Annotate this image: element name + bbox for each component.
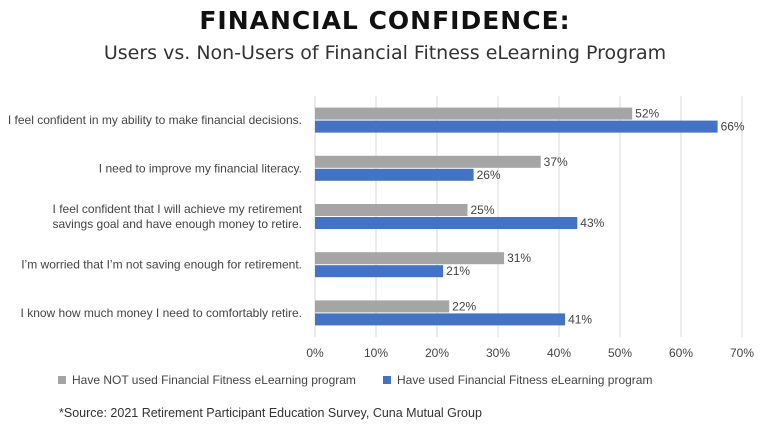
data-label: 41% [568,312,592,326]
data-label: 37% [544,155,568,169]
x-tick-label: 20% [425,346,449,360]
data-label: 22% [452,299,476,313]
category-label: I feel confident that I will achieve my … [53,202,303,216]
legend-item-not-used: Have NOT used Financial Fitness eLearnin… [58,373,356,387]
bar-not-used [315,107,633,120]
data-label: 52% [635,107,659,121]
x-tick-label: 10% [364,346,388,360]
data-label: 31% [507,251,531,265]
data-label: 43% [580,216,604,230]
bar-used [315,265,444,278]
x-tick-label: 30% [486,346,510,360]
source-note: *Source: 2021 Retirement Participant Edu… [59,406,482,420]
data-label: 66% [721,120,745,134]
bar-used [315,168,474,181]
x-tick-label: 70% [730,346,754,360]
bar-used [315,217,578,229]
chart-title: FINANCIAL CONFIDENCE: [199,6,571,35]
legend-label-used: Have used Financial Fitness eLearning pr… [397,373,653,387]
legend-item-used: Have used Financial Fitness eLearning pr… [383,373,652,387]
x-tick-label: 50% [608,346,632,360]
chart-subtitle: Users vs. Non-Users of Financial Fitness… [103,42,667,64]
bar-not-used [315,300,450,313]
bar-not-used [315,252,505,265]
x-tick-label: 40% [547,346,571,360]
bar-not-used [315,155,541,168]
data-label: 26% [477,168,501,182]
category-label: I’m worried that I’m not saving enough f… [21,258,302,272]
legend-swatch-used [383,376,391,384]
bar-used [315,313,566,326]
x-tick-label: 0% [306,346,324,360]
legend-swatch-not-used [58,376,66,384]
legend-label-not-used: Have NOT used Financial Fitness eLearnin… [72,373,356,387]
bar-not-used [315,204,468,216]
data-label: 25% [470,203,494,217]
category-label: savings goal and have enough money to re… [53,217,303,231]
data-label: 21% [446,264,470,278]
category-label: I feel confident in my ability to make f… [8,113,302,127]
bar-used [315,120,718,133]
category-label: I know how much money I need to comforta… [21,306,302,320]
x-tick-label: 60% [669,346,693,360]
category-label: I need to improve my financial literacy. [99,161,302,175]
